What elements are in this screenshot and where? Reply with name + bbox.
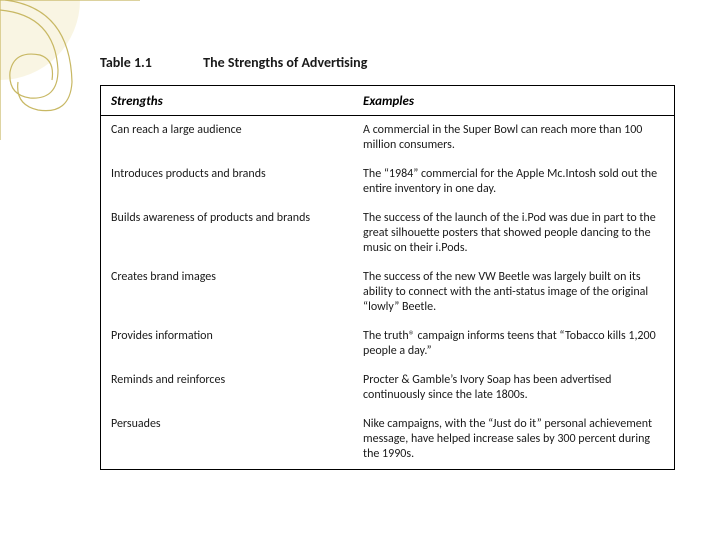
cell-strength: Provides information <box>101 322 354 366</box>
table-row: Reminds and reinforces Procter & Gamble’… <box>101 366 675 410</box>
table-row: Provides information The truth® campaign… <box>101 322 675 366</box>
cell-strength: Introduces products and brands <box>101 160 354 204</box>
table-body: Can reach a large audience A commercial … <box>101 116 675 470</box>
col-header-examples: Examples <box>353 86 674 116</box>
table-row: Builds awareness of products and brands … <box>101 204 675 263</box>
table-row: Creates brand images The success of the … <box>101 263 675 322</box>
cell-example: The truth® campaign informs teens that “… <box>353 322 674 366</box>
cell-example: Procter & Gamble’s Ivory Soap has been a… <box>353 366 674 410</box>
cell-strength: Builds awareness of products and brands <box>101 204 354 263</box>
table-number: Table 1.1 <box>100 54 200 71</box>
cell-example: The success of the launch of the i.Pod w… <box>353 204 674 263</box>
cell-strength: Creates brand images <box>101 263 354 322</box>
cell-example: A commercial in the Super Bowl can reach… <box>353 116 674 161</box>
col-header-strengths: Strengths <box>101 86 354 116</box>
cell-strength: Reminds and reinforces <box>101 366 354 410</box>
table-title: Table 1.1 The Strengths of Advertising <box>100 54 682 71</box>
table-row: Introduces products and brands The “1984… <box>101 160 675 204</box>
table-row: Can reach a large audience A commercial … <box>101 116 675 161</box>
table-row: Persuades Nike campaigns, with the “Just… <box>101 410 675 470</box>
cell-strength: Persuades <box>101 410 354 470</box>
table-caption: The Strengths of Advertising <box>203 54 367 71</box>
slide-content: Table 1.1 The Strengths of Advertising S… <box>0 0 720 490</box>
strengths-table: Strengths Examples Can reach a large aud… <box>100 85 675 470</box>
cell-example: The success of the new VW Beetle was lar… <box>353 263 674 322</box>
cell-example: The “1984” commercial for the Apple Mc.I… <box>353 160 674 204</box>
cell-example: Nike campaigns, with the “Just do it” pe… <box>353 410 674 470</box>
cell-strength: Can reach a large audience <box>101 116 354 161</box>
